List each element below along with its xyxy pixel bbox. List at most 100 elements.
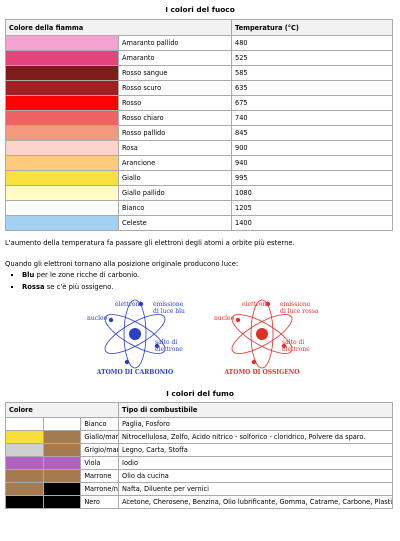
color-name: Giallo/marrone (80, 430, 119, 444)
color-swatch (5, 50, 119, 66)
orbit (123, 299, 147, 369)
label-jump: salto di (155, 339, 177, 346)
orbit (231, 314, 293, 354)
smoke-table: Colore Tipo di combustibile Bianco Paglia, … (5, 402, 393, 509)
fuel: Legno, Carta, Stoffa (118, 443, 393, 457)
caption: ATOMO DI OSSIGENO (223, 369, 299, 376)
row: Rosso scuro 635 (5, 80, 393, 96)
electron (265, 301, 271, 307)
color-name: Rosso scuro (118, 80, 232, 96)
temperature: 940 (231, 155, 393, 171)
row: Giallo pallido 1080 (5, 185, 393, 201)
color-swatch (42, 417, 82, 431)
bullet-bold: Rossa (22, 283, 45, 291)
intro: Quando gli elettroni tornano alla posizi… (5, 260, 239, 268)
smoke-title: I colori del fumo (166, 389, 234, 398)
label-emission: di luce blu (153, 308, 185, 315)
row: Grigio/marroneLegno, Carta, Stoffa (5, 443, 393, 457)
color-swatch (42, 495, 82, 509)
orbit (104, 314, 166, 354)
color-swatch (42, 443, 82, 457)
nucleus (129, 328, 141, 340)
color-swatch (5, 495, 44, 509)
header-cell: Tipo di combustibile (118, 402, 393, 418)
bullet-bold: Blu (22, 271, 35, 279)
color-name: Amaranto (118, 50, 232, 66)
row: Marrone Olio da cucina (5, 469, 393, 483)
color-swatch (5, 140, 119, 156)
header-cell: Temperatura (°C) (231, 19, 393, 36)
color-swatch (5, 65, 119, 81)
temperature: 740 (231, 110, 393, 126)
label-jump: salto di (282, 339, 304, 346)
fuel: Paglia, Fosforo (118, 417, 393, 431)
color-swatch (5, 430, 44, 444)
color-swatch (42, 469, 82, 483)
row: Rosa 900 (5, 140, 393, 156)
temperature: 845 (231, 125, 393, 141)
row: Arancione 940 (5, 155, 393, 171)
row: Rosso 675 (5, 95, 393, 111)
color-swatch (5, 200, 119, 216)
color-swatch (5, 155, 119, 171)
fuel: Nafta, Diluente per vernici (118, 482, 393, 496)
color-swatch (5, 95, 119, 111)
color-swatch (5, 443, 44, 457)
color-name: Viola (80, 456, 119, 470)
fuel: Olio da cucina (118, 469, 393, 483)
fire-table: Colore della fiamma Temperatura (°C) Amara… (5, 19, 393, 231)
bullet-list: Blu per le zone ricche di carbonio. Rossa… (10, 269, 139, 293)
header-row: Colore della fiamma Temperatura (°C) (5, 19, 393, 36)
paragraph: L'aumento della temperatura fa passare g… (5, 239, 295, 247)
row: Rosso chiaro 740 (5, 110, 393, 126)
color-swatch (5, 35, 119, 51)
color-name: Nero (80, 495, 119, 509)
color-name: Arancione (118, 155, 232, 171)
fuel: Acetone, Cherosene, Benzina, Olio lubrif… (118, 495, 393, 509)
row: Amaranto 525 (5, 50, 393, 66)
electron (108, 317, 114, 323)
temperature: 1205 (231, 200, 393, 216)
color-swatch (5, 125, 119, 141)
color-name: Bianco (118, 200, 232, 216)
temperature: 900 (231, 140, 393, 156)
color-swatch (5, 469, 44, 483)
color-swatch (42, 482, 82, 496)
label-nucleus: nucleo (214, 315, 235, 322)
fuel: Nitrocellulosa, Zolfo, Acido nitrico - s… (118, 430, 393, 444)
color-swatch (5, 110, 119, 126)
color-name: Grigio/marrone (80, 443, 119, 457)
color-swatch (5, 185, 119, 201)
caption: ATOMO DI CARBONIO (96, 369, 173, 376)
orbit (104, 314, 166, 354)
color-name: Rosso chiaro (118, 110, 232, 126)
color-swatch (42, 456, 82, 470)
label-emission: di luce rossa (280, 308, 319, 315)
orbit (231, 314, 293, 354)
electron (251, 359, 257, 365)
color-name: Rosso sangue (118, 65, 232, 81)
label-nucleus: nucleo (87, 315, 108, 322)
electron (281, 343, 287, 349)
header-cell: Colore (5, 402, 119, 418)
color-swatch (42, 430, 82, 444)
color-name: Rosa (118, 140, 232, 156)
bullet: Blu per le zone ricche di carbonio. (22, 269, 139, 281)
bullet-text: per le zone ricche di carbonio. (34, 271, 140, 279)
row: Giallo 995 (5, 170, 393, 186)
temperature: 585 (231, 65, 393, 81)
label-jump: elettrone (282, 346, 310, 353)
temperature: 635 (231, 80, 393, 96)
row: Giallo/marroneNitrocellulosa, Zolfo, Aci… (5, 430, 393, 444)
label-emission: emissione (280, 301, 311, 308)
electron (124, 359, 130, 365)
row: Bianco 1205 (5, 200, 393, 216)
temperature: 675 (231, 95, 393, 111)
header-cell: Colore della fiamma (5, 19, 232, 36)
header-row: Colore Tipo di combustibile (5, 402, 393, 418)
row: Rosso pallido 845 (5, 125, 393, 141)
row: Nero Acetone, Cherosene, Benzina, Olio lu… (5, 495, 393, 509)
color-name: Amaranto pallido (118, 35, 232, 51)
